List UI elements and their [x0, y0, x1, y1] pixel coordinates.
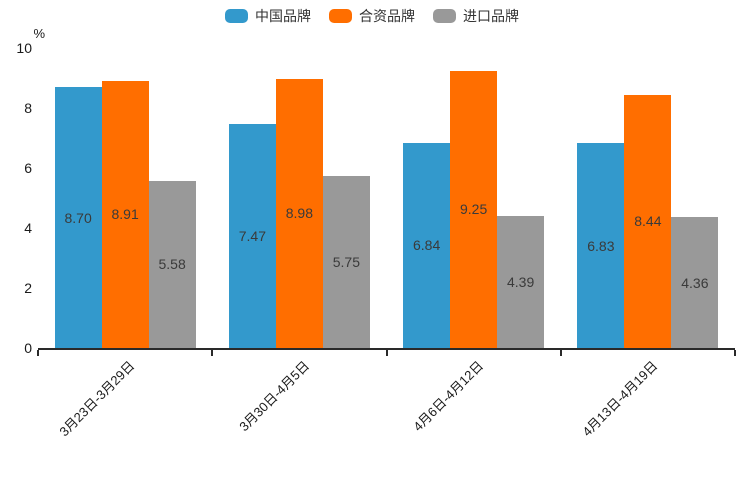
bar-value-label: 4.36: [681, 274, 709, 291]
bar-进口品牌-2: [497, 216, 545, 348]
y-tick-label: 4: [24, 220, 32, 236]
legend-label: 合资品牌: [359, 8, 415, 24]
bar-value-label: 6.84: [413, 237, 441, 254]
bar-进口品牌-1: [322, 175, 370, 348]
bar-进口品牌-0: [148, 180, 196, 348]
bar-合资品牌-0: [101, 80, 149, 348]
bar-value-label: 9.25: [460, 201, 488, 218]
legend-item-1[interactable]: 合资品牌: [329, 6, 415, 26]
x-axis-tick: [385, 350, 388, 356]
x-axis-line: [38, 348, 735, 350]
y-tick-label: 0: [24, 340, 32, 356]
y-axis-unit: %: [33, 26, 45, 41]
bar-value-label: 6.83: [587, 237, 615, 254]
legend-label: 中国品牌: [255, 8, 311, 24]
legend-item-2[interactable]: 进口品牌: [433, 6, 519, 26]
bar-合资品牌-2: [450, 70, 498, 348]
y-tick-label: 6: [24, 160, 32, 176]
y-tick-label: 8: [24, 100, 32, 116]
bar-value-label: 8.44: [634, 213, 662, 230]
x-axis-tick: [559, 350, 562, 356]
bar-value-label: 8.91: [111, 206, 139, 223]
legend-item-0[interactable]: 中国品牌: [225, 6, 311, 26]
bar-合资品牌-3: [624, 94, 672, 348]
bar-中国品牌-3: [577, 143, 625, 348]
x-category-label: 4月13日-4月19日: [579, 358, 661, 440]
x-axis-tick: [734, 350, 736, 356]
bar-中国品牌-2: [403, 142, 451, 348]
y-tick-label: 10: [16, 40, 32, 56]
bar-中国品牌-1: [228, 123, 276, 348]
x-axis-tick: [37, 350, 39, 356]
bar-value-label: 7.47: [238, 227, 266, 244]
x-axis-tick: [211, 350, 214, 356]
y-tick-label: 2: [24, 280, 32, 296]
legend-label: 进口品牌: [463, 8, 519, 24]
bar-合资品牌-1: [275, 78, 323, 348]
bar-中国品牌-0: [54, 87, 102, 348]
legend-swatch-icon: [329, 9, 352, 23]
x-category-label: 3月23日-3月29日: [56, 358, 138, 440]
legend-swatch-icon: [225, 9, 248, 23]
bar-进口品牌-3: [671, 217, 719, 348]
bar-value-label: 8.98: [285, 205, 313, 222]
x-category-label: 4月6日-4月12日: [410, 358, 487, 435]
legend-swatch-icon: [433, 9, 456, 23]
legend: 中国品牌 合资品牌 进口品牌: [0, 6, 744, 26]
bar-value-label: 4.39: [507, 274, 535, 291]
x-category-label: 3月30日-4月5日: [236, 358, 313, 435]
bar-value-label: 5.58: [158, 256, 186, 273]
bar-value-label: 5.75: [332, 253, 360, 270]
bar-value-label: 8.70: [64, 209, 92, 226]
